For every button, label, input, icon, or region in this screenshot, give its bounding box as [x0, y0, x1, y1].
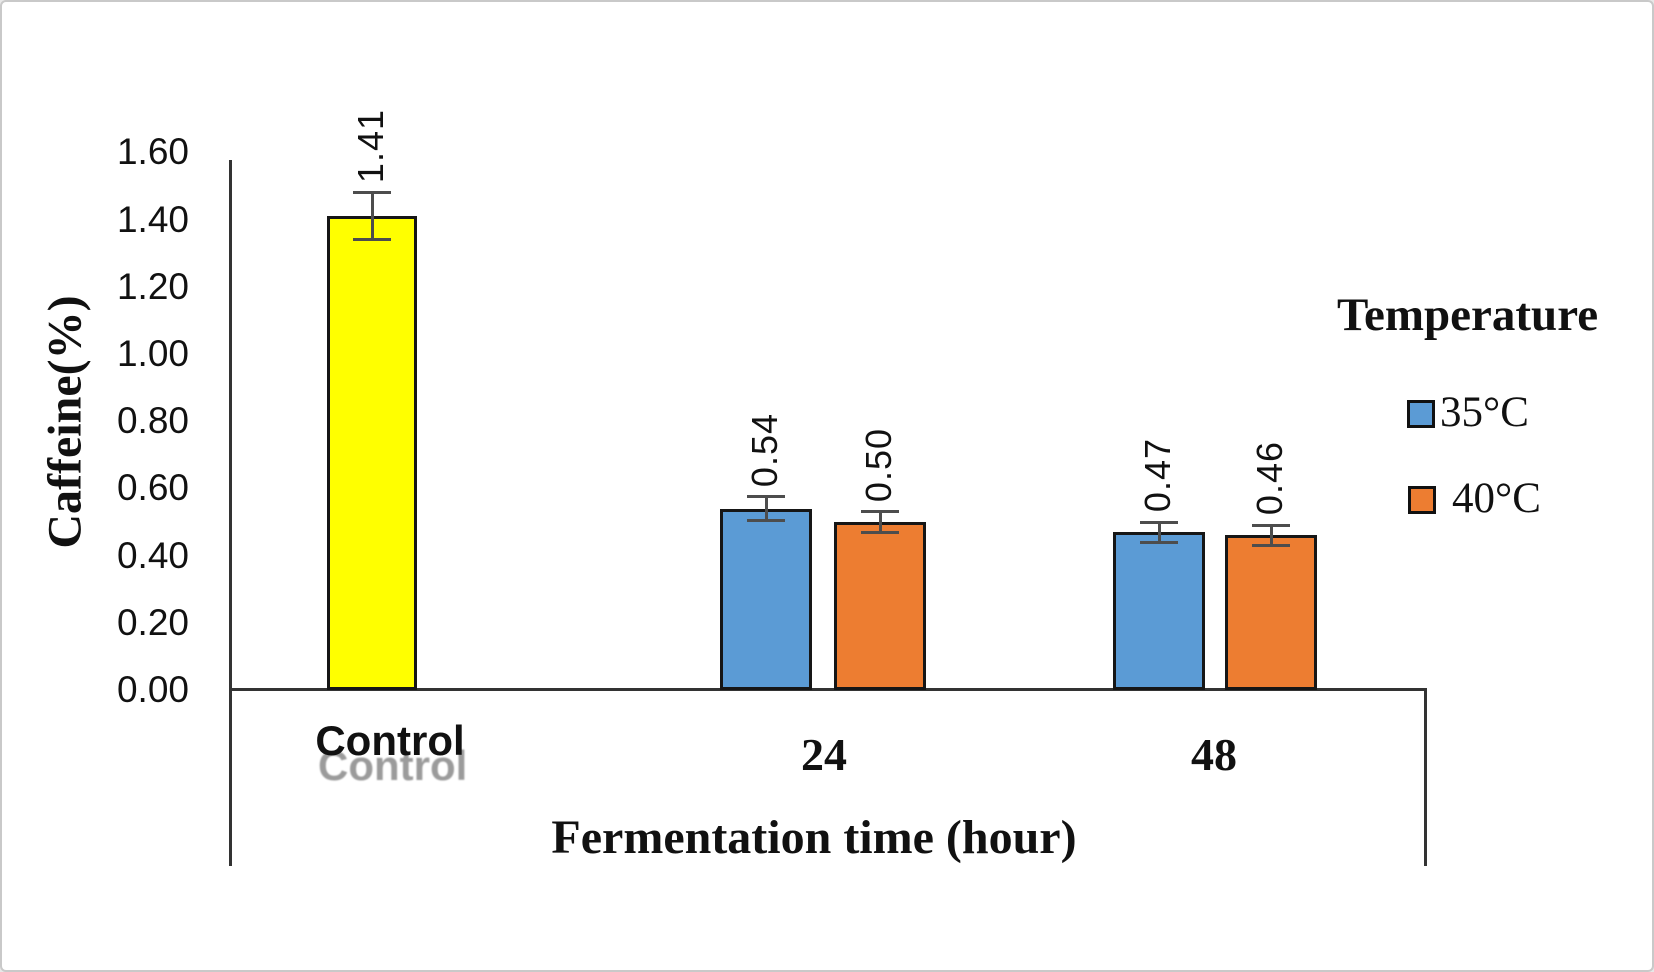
error-bar-cap-bottom: [1252, 544, 1290, 548]
legend-swatch: [1407, 400, 1435, 428]
category-label: Control: [315, 717, 465, 764]
error-bar-cap-top: [1140, 520, 1178, 524]
bar-value-label: 0.46: [1249, 441, 1290, 516]
y-tick-label: 1.40: [116, 198, 189, 240]
y-tick-label: 1.60: [116, 131, 189, 173]
error-bar-cap-top: [747, 495, 785, 499]
bar-value-label: 0.54: [744, 412, 785, 487]
x-axis-title: Fermentation time (hour): [551, 811, 1077, 864]
y-tick-label: 0.80: [116, 400, 189, 442]
y-tick-label: 1.00: [116, 333, 189, 374]
y-tick-label: 0.00: [116, 669, 189, 710]
error-bar-line: [1269, 525, 1273, 546]
bar-value-label: 0.50: [858, 427, 899, 502]
error-bar-cap-bottom: [747, 518, 785, 522]
error-bar-cap-bottom: [1140, 540, 1178, 544]
error-bar-line: [370, 192, 374, 240]
plot-right-border-line: [1424, 688, 1427, 866]
error-bar-line: [764, 496, 768, 521]
error-bar-line: [878, 511, 882, 533]
legend-entry-label: 40°C: [1452, 475, 1541, 522]
bar: [327, 216, 417, 690]
bar-value-label: 0.47: [1137, 437, 1178, 512]
category-label: 24: [801, 729, 847, 780]
y-tick-label: 0.40: [116, 534, 189, 576]
y-tick-label: 0.60: [116, 467, 189, 509]
legend-entry-label: 35°C: [1440, 389, 1529, 436]
category-label: 48: [1191, 729, 1237, 780]
y-tick-label: 0.20: [116, 601, 189, 643]
bar: [1113, 532, 1205, 690]
category-label-control-ghost: Control: [318, 742, 468, 789]
y-tick-label: 1.20: [116, 265, 189, 307]
x-axis-line: [229, 688, 1427, 691]
bar-value-label: 1.41: [350, 108, 391, 183]
legend-swatch: [1408, 486, 1436, 514]
bar: [834, 522, 926, 690]
error-bar-cap-top: [353, 191, 391, 195]
y-axis-line: [229, 160, 232, 866]
bar: [720, 508, 812, 690]
bar: [1225, 535, 1317, 690]
error-bar-cap-top: [861, 510, 899, 514]
error-bar-cap-bottom: [861, 530, 899, 534]
error-bar-cap-bottom: [353, 238, 391, 242]
error-bar-line: [1157, 522, 1161, 543]
legend-title: Temperature: [1337, 289, 1599, 341]
error-bar-cap-top: [1252, 523, 1290, 527]
